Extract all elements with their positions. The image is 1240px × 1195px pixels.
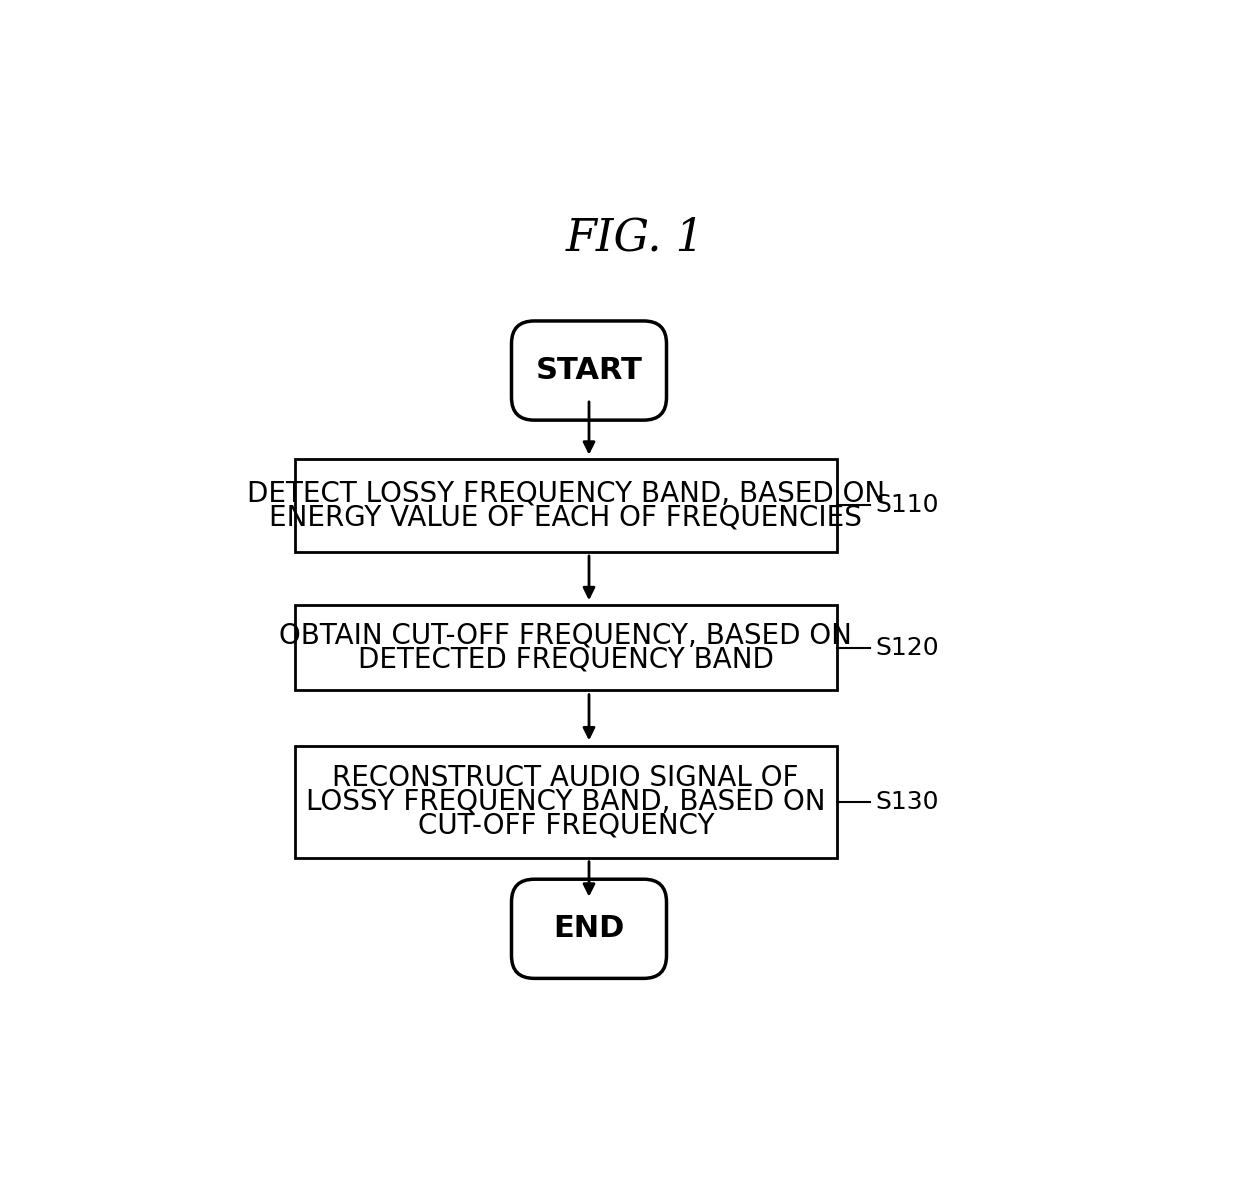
Text: LOSSY FREQUENCY BAND, BASED ON: LOSSY FREQUENCY BAND, BASED ON [306, 788, 826, 816]
Text: FIG. 1: FIG. 1 [565, 216, 706, 259]
Text: ENERGY VALUE OF EACH OF FREQUENCIES: ENERGY VALUE OF EACH OF FREQUENCIES [269, 503, 862, 532]
Text: DETECT LOSSY FREQUENCY BAND, BASED ON: DETECT LOSSY FREQUENCY BAND, BASED ON [247, 479, 885, 508]
Bar [295, 746, 837, 858]
Text: START: START [536, 356, 642, 385]
Text: DETECTED FREQUENCY BAND: DETECTED FREQUENCY BAND [358, 645, 774, 674]
Text: END: END [553, 914, 625, 943]
Bar [295, 459, 837, 552]
FancyBboxPatch shape [511, 321, 667, 421]
Text: S130: S130 [875, 790, 939, 814]
Text: CUT-OFF FREQUENCY: CUT-OFF FREQUENCY [418, 811, 714, 840]
Bar [295, 606, 837, 690]
Text: S110: S110 [875, 494, 939, 517]
Text: S120: S120 [875, 636, 940, 660]
FancyBboxPatch shape [511, 880, 667, 979]
Text: RECONSTRUCT AUDIO SIGNAL OF: RECONSTRUCT AUDIO SIGNAL OF [332, 764, 799, 792]
Text: OBTAIN CUT-OFF FREQUENCY, BASED ON: OBTAIN CUT-OFF FREQUENCY, BASED ON [279, 621, 852, 650]
